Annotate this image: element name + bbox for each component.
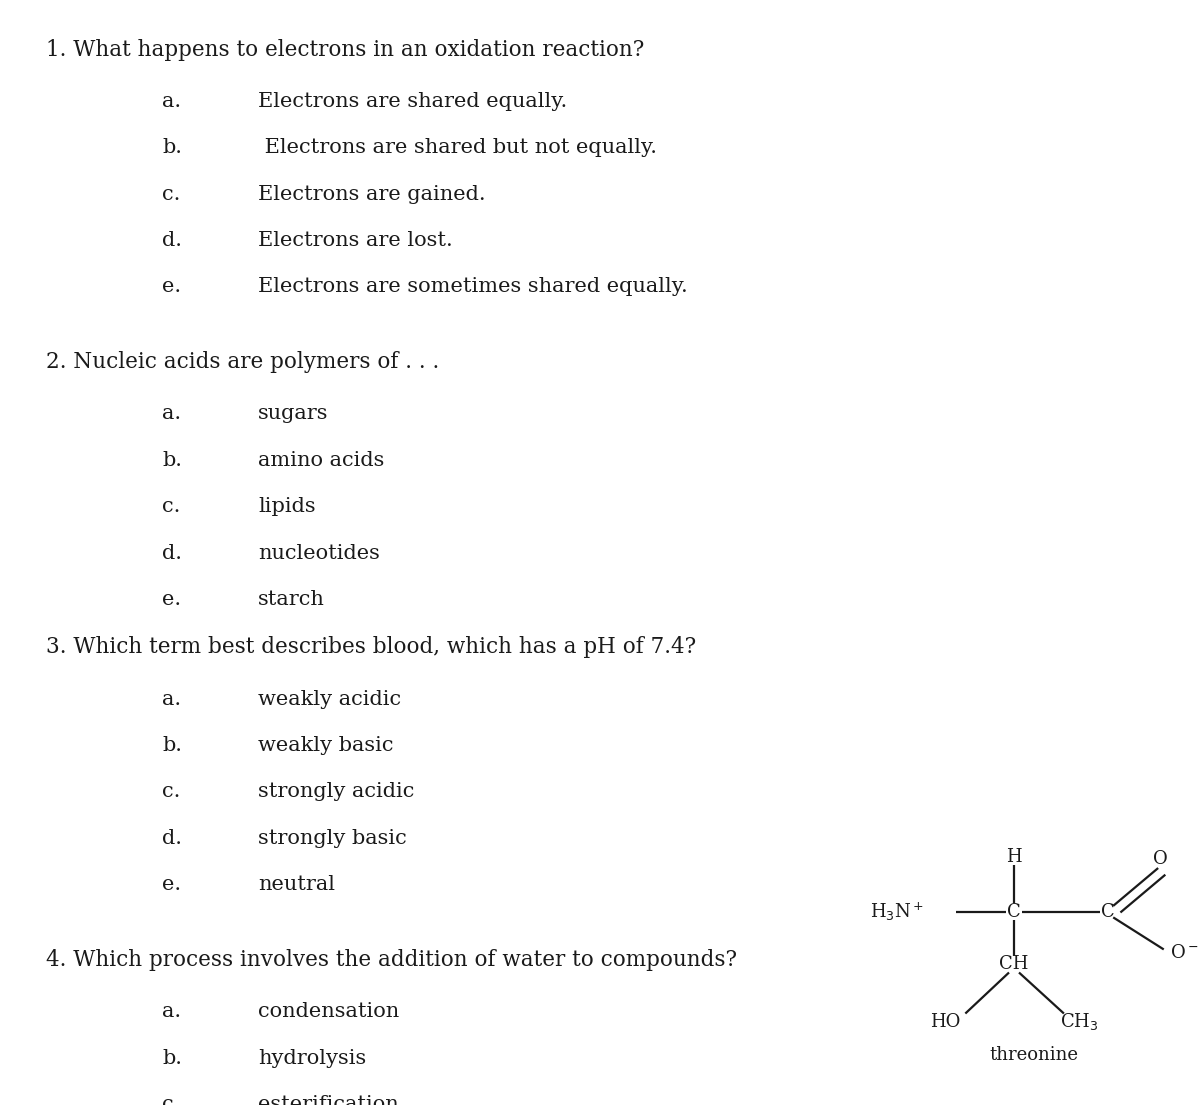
Text: b.: b.: [162, 736, 182, 755]
Text: esterification: esterification: [258, 1095, 398, 1105]
Text: CH$_3$: CH$_3$: [1061, 1011, 1099, 1032]
Text: b.: b.: [162, 1049, 182, 1067]
Text: C: C: [1007, 903, 1021, 920]
Text: b.: b.: [162, 451, 182, 470]
Text: O$^-$: O$^-$: [1170, 945, 1199, 962]
Text: e.: e.: [162, 590, 181, 609]
Text: strongly basic: strongly basic: [258, 829, 407, 848]
Text: hydrolysis: hydrolysis: [258, 1049, 366, 1067]
Text: d.: d.: [162, 829, 182, 848]
Text: a.: a.: [162, 92, 181, 110]
Text: 2. Nucleic acids are polymers of . . .: 2. Nucleic acids are polymers of . . .: [46, 351, 439, 373]
Text: amino acids: amino acids: [258, 451, 384, 470]
Text: CH: CH: [1000, 955, 1028, 974]
Text: c.: c.: [162, 497, 180, 516]
Text: a.: a.: [162, 404, 181, 423]
Text: weakly basic: weakly basic: [258, 736, 394, 755]
Text: e.: e.: [162, 875, 181, 894]
Text: 1. What happens to electrons in an oxidation reaction?: 1. What happens to electrons in an oxida…: [46, 39, 644, 61]
Text: a.: a.: [162, 1002, 181, 1021]
Text: H: H: [1006, 849, 1022, 866]
Text: c.: c.: [162, 185, 180, 203]
Text: weakly acidic: weakly acidic: [258, 690, 401, 708]
Text: d.: d.: [162, 544, 182, 562]
Text: Electrons are gained.: Electrons are gained.: [258, 185, 486, 203]
Text: c.: c.: [162, 782, 180, 801]
Text: O: O: [1153, 850, 1168, 869]
Text: nucleotides: nucleotides: [258, 544, 380, 562]
Text: 4. Which process involves the addition of water to compounds?: 4. Which process involves the addition o…: [46, 949, 737, 971]
Text: c.: c.: [162, 1095, 180, 1105]
Text: sugars: sugars: [258, 404, 329, 423]
Text: threonine: threonine: [990, 1046, 1079, 1064]
Text: strongly acidic: strongly acidic: [258, 782, 414, 801]
Text: lipids: lipids: [258, 497, 316, 516]
Text: 3. Which term best describes blood, which has a pH of 7.4?: 3. Which term best describes blood, whic…: [46, 636, 696, 659]
Text: C: C: [1100, 903, 1115, 920]
Text: Electrons are shared equally.: Electrons are shared equally.: [258, 92, 568, 110]
Text: Electrons are lost.: Electrons are lost.: [258, 231, 452, 250]
Text: condensation: condensation: [258, 1002, 400, 1021]
Text: b.: b.: [162, 138, 182, 157]
Text: HO: HO: [930, 1013, 960, 1031]
Text: Electrons are shared but not equally.: Electrons are shared but not equally.: [258, 138, 658, 157]
Text: d.: d.: [162, 231, 182, 250]
Text: Electrons are sometimes shared equally.: Electrons are sometimes shared equally.: [258, 277, 688, 296]
Text: a.: a.: [162, 690, 181, 708]
Text: H$_3$N$^+$: H$_3$N$^+$: [870, 901, 924, 923]
Text: neutral: neutral: [258, 875, 335, 894]
Text: starch: starch: [258, 590, 325, 609]
Text: e.: e.: [162, 277, 181, 296]
